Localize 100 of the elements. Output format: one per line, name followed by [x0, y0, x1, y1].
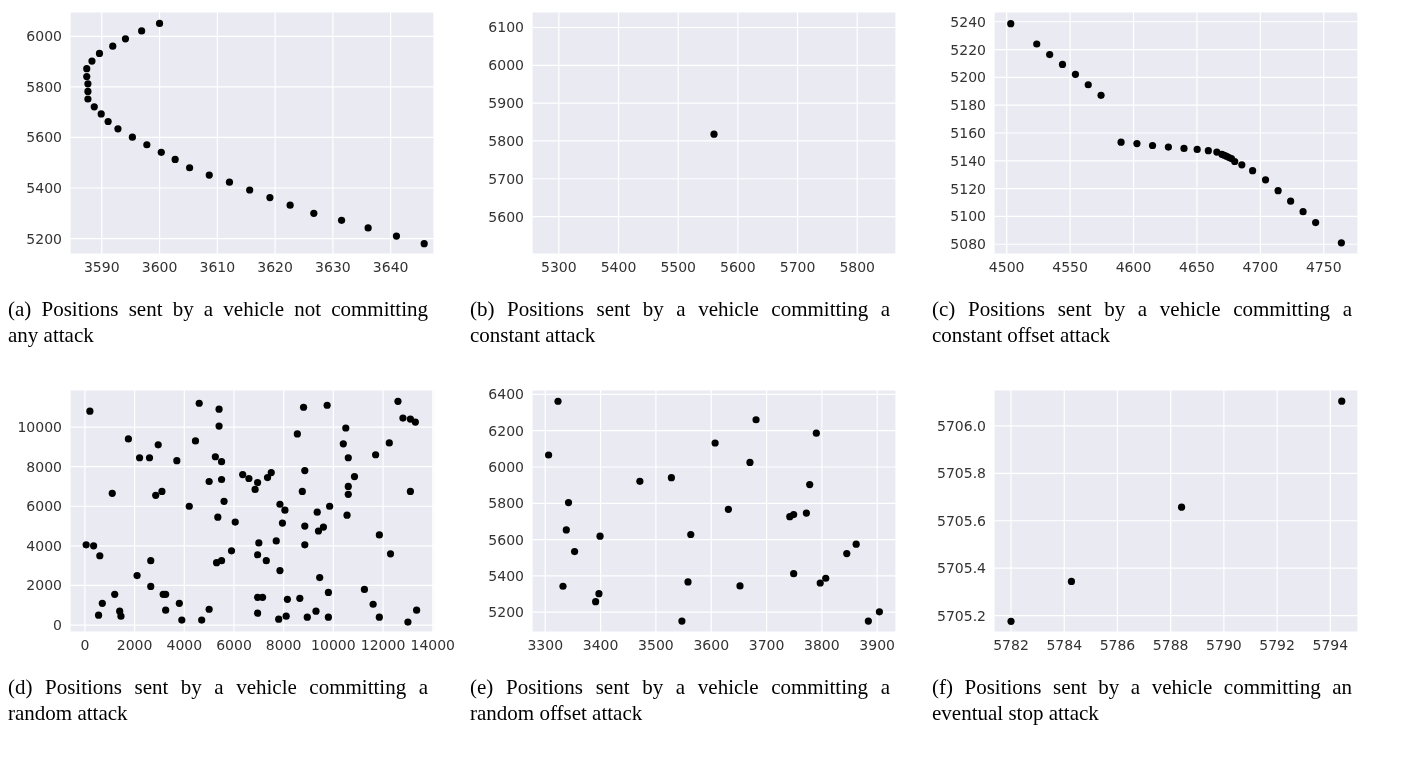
point [596, 532, 604, 540]
x-tick-label: 6000 [216, 636, 252, 653]
point [121, 35, 130, 43]
y-tick-label: 5100 [950, 208, 986, 225]
y-tick-label: 5120 [950, 180, 986, 197]
text: (f) Positions sent by a vehicle committing an eventual stop attack [932, 674, 1352, 726]
text: (a) Positions sent by a vehicle not committing any attack [8, 296, 428, 348]
point [736, 582, 744, 590]
y-tick-label: 2000 [26, 577, 62, 594]
x-tick-label: 14000 [410, 636, 456, 653]
y-tick-label: 5705.4 [937, 560, 987, 577]
y-tick-label: 5200 [26, 230, 62, 247]
x-tick-label: 12000 [360, 636, 406, 653]
y-tick-label: 6100 [488, 19, 524, 36]
x-tick-label: 5790 [1206, 636, 1242, 653]
y-tick-label: 5080 [950, 236, 986, 253]
y-tick-label: 6000 [488, 458, 524, 475]
x-tick-label: 5400 [600, 258, 637, 275]
point [562, 526, 570, 534]
y-tick-label: 6200 [488, 422, 524, 439]
point [84, 87, 92, 95]
text: (e) Positions sent by a vehicle committing a random offset attack [470, 674, 890, 726]
y-tick-label: 6000 [488, 57, 524, 74]
y-tick-label: 5700 [488, 170, 524, 187]
x-tick-label: 2000 [116, 636, 153, 653]
point [88, 57, 96, 65]
y-tick-label: 6000 [26, 498, 62, 515]
point [1193, 145, 1201, 154]
point [711, 439, 719, 447]
point [157, 148, 165, 156]
point [1148, 141, 1157, 150]
y-tick-label: 0 [53, 617, 62, 634]
point [392, 232, 401, 240]
point [186, 164, 194, 172]
point [1164, 143, 1172, 151]
y-tick-label: 6400 [488, 386, 524, 403]
y-tick-label: 5800 [488, 132, 524, 149]
point [1058, 60, 1067, 69]
point [95, 49, 104, 58]
point [812, 429, 820, 437]
point [138, 27, 146, 35]
point [1117, 138, 1125, 146]
point [337, 216, 346, 224]
point [266, 194, 274, 202]
point [595, 590, 603, 598]
point [1337, 239, 1345, 247]
point [90, 103, 98, 111]
point [1007, 617, 1015, 625]
x-tick-label: 5788 [1152, 636, 1189, 653]
point [1312, 218, 1320, 227]
y-tick-label: 5900 [488, 95, 524, 112]
point [802, 509, 810, 517]
point [545, 451, 553, 459]
point [843, 549, 851, 558]
point [109, 42, 117, 50]
point [592, 598, 600, 606]
point [816, 579, 824, 587]
x-tick-label: 3900 [859, 636, 896, 653]
point [564, 498, 573, 507]
point [97, 110, 105, 118]
y-tick-label: 5800 [26, 78, 62, 95]
x-tick-label: 3500 [638, 636, 674, 653]
x-tick-label: 3700 [748, 636, 785, 653]
x-tick-label: 5500 [660, 258, 697, 275]
y-tick-label: 5600 [26, 129, 62, 146]
x-tick-label: 3640 [372, 258, 409, 275]
y-tick-label: 8000 [26, 458, 62, 475]
y-tick-label: 5220 [950, 41, 986, 58]
x-tick-label: 5794 [1312, 636, 1349, 653]
y-tick-label: 5400 [26, 179, 62, 196]
y-tick-label: 4000 [26, 537, 62, 554]
y-tick-label: 5706.0 [937, 417, 986, 434]
point [864, 617, 872, 625]
x-tick-label: 3600 [693, 636, 730, 653]
x-tick-label: 4750 [1305, 258, 1342, 275]
point [420, 240, 428, 248]
x-tick-label: 4000 [166, 636, 203, 653]
y-tick-label: 5600 [488, 531, 524, 548]
x-tick-label: 4500 [988, 258, 1025, 275]
point [1071, 70, 1080, 78]
point [114, 125, 122, 133]
point [84, 80, 92, 88]
x-tick-label: 3600 [141, 258, 178, 275]
x-tick-label: 3610 [199, 258, 236, 275]
point [286, 201, 294, 209]
point [1097, 91, 1105, 99]
x-tick-label: 5700 [779, 258, 816, 275]
point [364, 224, 372, 232]
y-tick-label: 5400 [488, 567, 524, 584]
point [83, 65, 91, 73]
text: (b) Positions sent by a vehicle committing a constant attack [470, 296, 890, 348]
x-tick-label: 5300 [541, 258, 577, 275]
y-tick-label: 5240 [950, 13, 986, 30]
point [684, 578, 692, 586]
text: (d) Positions sent by a vehicle committing a random attack [8, 674, 428, 726]
point [128, 133, 136, 141]
y-tick-label: 5140 [950, 152, 986, 169]
x-tick-label: 5786 [1099, 636, 1136, 653]
point [1231, 157, 1239, 166]
point [790, 570, 798, 578]
